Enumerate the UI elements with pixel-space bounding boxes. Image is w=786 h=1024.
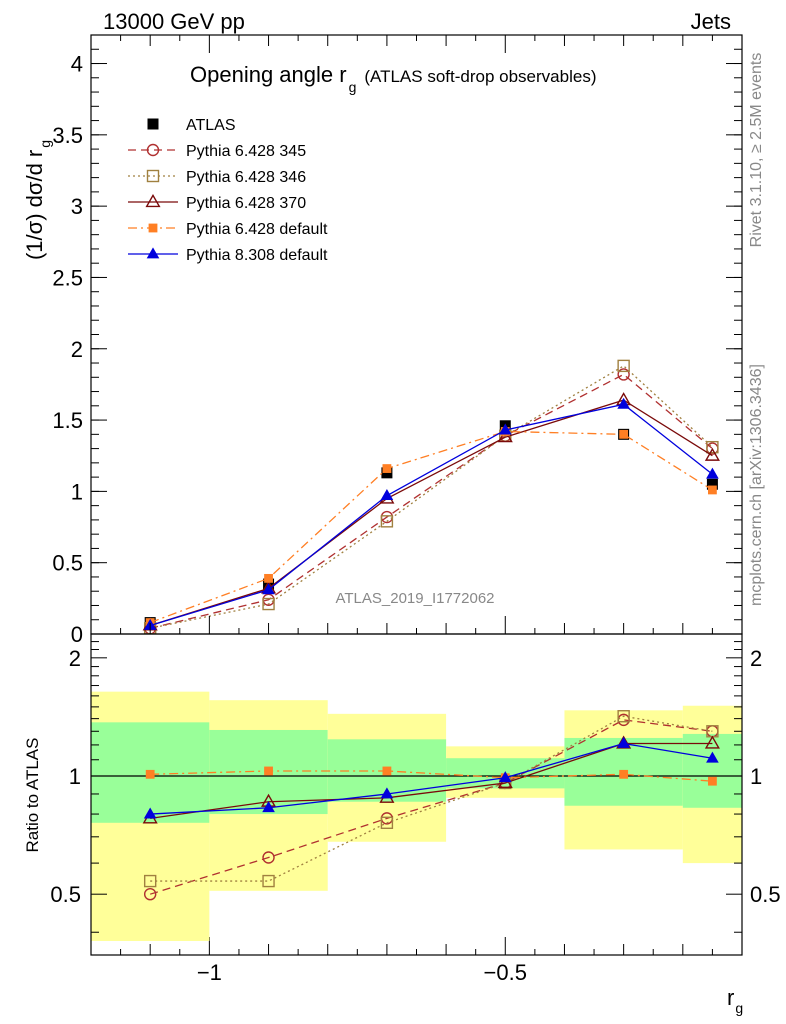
header-right: Jets: [691, 9, 731, 34]
ratio-y-axis-label: Ratio to ATLAS: [23, 738, 42, 853]
ratio-y-tick-label: 1: [69, 764, 81, 789]
y-tick-label: 0: [71, 622, 83, 647]
data-point: [704, 447, 720, 461]
header-left: 13000 GeV pp: [103, 9, 245, 34]
data-point: [498, 423, 512, 435]
ratio-panel: 0.5 0.5 1 1 2 2 −1 −0.5: [50, 633, 781, 985]
ratio-data-point: [498, 771, 512, 783]
chart-title: Opening angle r g (ATLAS soft-drop observa…: [190, 62, 596, 95]
ratio-data-point: [143, 887, 157, 901]
title-rest: (ATLAS soft-drop observables): [364, 67, 596, 86]
ratio-data-point: [617, 710, 630, 723]
rivet-label: Rivet 3.1.10, ≥ 2.5M events: [748, 53, 765, 248]
ratio-frame: [90, 633, 743, 956]
series-line: [149, 430, 713, 624]
title-sub: g: [349, 79, 357, 95]
ratio-data-point: [706, 751, 719, 763]
data-point: [617, 397, 630, 409]
ratio-data-point: [380, 816, 394, 829]
data-point: [619, 429, 629, 439]
main-panel: 0 0.5 1 1.5 2 2.5 3 3.5 4: [52, 34, 743, 955]
series-line: [149, 403, 713, 627]
ratio-data-point: [262, 851, 275, 864]
y-tick-label: 1.5: [52, 408, 83, 433]
x-axis-label: rg: [727, 985, 743, 1016]
ratio-data-point: [617, 736, 630, 748]
legend-marker: [146, 247, 160, 259]
data-point: [706, 440, 719, 454]
ratio-data-point: [262, 874, 275, 888]
legend: ATLAS Pythia 6.428 345 Pythia 6.428 346 Pyt…: [128, 117, 328, 264]
data-point: [497, 429, 513, 443]
ratio-series-line: [150, 770, 713, 782]
ratio-y-tick-label: 2: [69, 646, 81, 671]
ratio-data-point: [382, 766, 392, 776]
ratio-band-inner: [682, 733, 742, 808]
y-tick-label: 1: [71, 479, 83, 504]
ratio-y-tick-label-right: 0.5: [750, 882, 781, 907]
ratio-series-line: [150, 742, 713, 820]
x-label-main: r: [727, 985, 734, 1010]
data-point: [380, 515, 394, 528]
legend-label: Pythia 6.428 370: [186, 195, 306, 212]
y-tick-label: 3.5: [52, 123, 83, 148]
ratio-data-point: [708, 776, 717, 786]
data-point: [617, 368, 630, 381]
y-tick-label: 2: [71, 337, 83, 362]
ratio-series-line: [150, 742, 713, 815]
series-line: [150, 373, 713, 629]
data-point: [708, 485, 717, 495]
data-point: [380, 489, 394, 501]
legend-label: Pythia 6.428 346: [186, 169, 306, 186]
ratio-data-point: [380, 787, 394, 799]
series-line: [149, 399, 713, 627]
upper-y-axis-label: (1/σ) dσ/d r g: [22, 140, 53, 260]
upper-y-label-sub: g: [37, 140, 53, 148]
legend-marker: [148, 223, 158, 233]
legend-label: Pythia 6.428 default: [186, 221, 328, 238]
legend-marker: [146, 169, 160, 183]
x-tick-label: −1: [197, 960, 222, 985]
data-point: [262, 583, 275, 595]
legend-marker: [145, 193, 161, 208]
ratio-y-tick-label: 0.5: [50, 882, 81, 907]
y-tick-label: 0.5: [52, 551, 83, 576]
legend-marker: [147, 118, 159, 130]
series-line: [150, 365, 713, 629]
x-label-sub: g: [735, 1000, 743, 1016]
data-point: [617, 359, 630, 373]
legend-label: Pythia 8.308 default: [186, 247, 328, 264]
y-tick-label: 2.5: [52, 265, 83, 290]
legend-label: ATLAS: [186, 117, 236, 134]
data-point: [262, 597, 275, 611]
data-point: [706, 467, 719, 479]
ratio-series-line: [149, 719, 713, 895]
x-tick-label: −0.5: [484, 960, 527, 985]
upper-y-label-main: (1/σ) dσ/d r: [22, 150, 47, 260]
y-tick-label: 3: [71, 194, 83, 219]
ratio-data-point: [264, 766, 273, 776]
data-point: [264, 573, 273, 583]
ratio-y-tick-label-right: 2: [750, 646, 762, 671]
y-tick-label: 4: [71, 52, 83, 77]
analysis-id: ATLAS_2019_I1772062: [335, 590, 494, 607]
data-point: [706, 478, 718, 490]
ratio-data-point: [619, 769, 629, 779]
ratio-series-line: [150, 715, 713, 882]
legend-label: Pythia 6.428 345: [186, 143, 306, 160]
ratio-data-point: [143, 874, 157, 888]
mcplots-label: mcplots.cern.ch [arXiv:1306.3436]: [748, 364, 765, 606]
ratio-y-tick-label-right: 1: [750, 764, 762, 789]
ratio-data-point: [143, 807, 157, 819]
title-main: Opening angle r: [190, 62, 347, 87]
data-point: [382, 464, 392, 473]
ratio-data-point: [704, 735, 720, 749]
ratio-data-point: [145, 769, 155, 779]
ratio-data-point: [262, 801, 275, 813]
legend-marker: [146, 143, 160, 157]
